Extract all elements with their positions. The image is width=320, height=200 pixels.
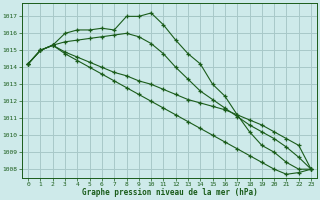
X-axis label: Graphe pression niveau de la mer (hPa): Graphe pression niveau de la mer (hPa) <box>82 188 258 197</box>
